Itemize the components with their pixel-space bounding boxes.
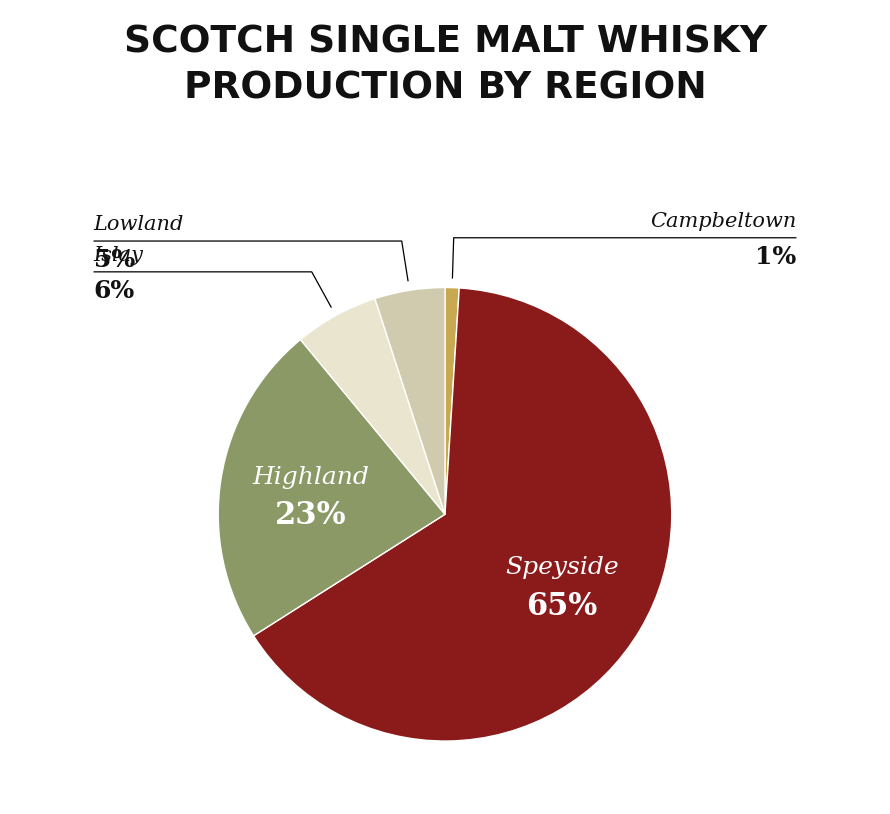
Wedge shape	[301, 299, 445, 514]
Text: Highland: Highland	[252, 466, 369, 488]
Text: Islay: Islay	[93, 246, 143, 265]
Wedge shape	[445, 287, 459, 514]
Text: Campbeltown: Campbeltown	[650, 212, 797, 231]
Wedge shape	[375, 287, 445, 514]
Text: 6%: 6%	[93, 278, 134, 303]
Text: 65%: 65%	[527, 591, 598, 622]
Wedge shape	[218, 339, 445, 636]
Text: 23%: 23%	[275, 500, 346, 532]
Text: 1%: 1%	[756, 244, 797, 269]
Wedge shape	[254, 288, 672, 741]
Text: 5%: 5%	[93, 247, 134, 272]
Text: Lowland: Lowland	[93, 215, 184, 234]
Text: Speyside: Speyside	[506, 556, 619, 579]
Text: SCOTCH SINGLE MALT WHISKY
PRODUCTION BY REGION: SCOTCH SINGLE MALT WHISKY PRODUCTION BY …	[124, 24, 766, 106]
